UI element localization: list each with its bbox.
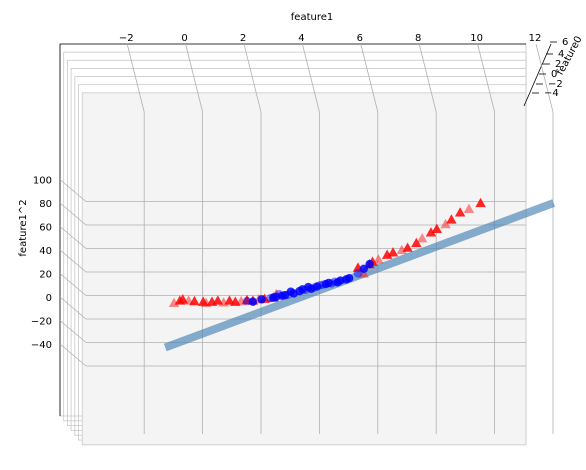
z-tick-label: 2 [555, 59, 561, 70]
data-point-triangle [189, 295, 200, 306]
data-point-circle [298, 285, 307, 294]
z-tick-label: −2 [548, 79, 563, 90]
z-tick-label: 0 [551, 69, 557, 80]
data-point-circle [257, 295, 266, 304]
y-grid-line [59, 320, 87, 343]
x-tick-label: 4 [298, 33, 304, 44]
data-point-circle [309, 283, 319, 292]
x-grid-line [418, 43, 437, 113]
data-point-triangle [387, 247, 399, 257]
axis-pane [81, 92, 527, 446]
x-grid-line [243, 43, 262, 113]
x-tick-label: 6 [357, 33, 363, 44]
data-point-circle [318, 280, 328, 289]
y-tick-label: 60 [39, 223, 52, 234]
x-grid-line [126, 43, 145, 113]
x-tick-label: 12 [529, 33, 542, 44]
data-point-circle [345, 274, 354, 283]
x-grid-line [477, 43, 495, 113]
decision-plane-band [163, 199, 555, 352]
y-grid-line [59, 226, 87, 249]
x-grid-line [185, 43, 203, 113]
data-point-circle [359, 264, 368, 273]
x-grid-line [535, 43, 554, 113]
data-point-triangle [177, 294, 188, 304]
data-point-triangle [168, 297, 180, 308]
y-tick-label: 100 [33, 176, 52, 187]
data-point-triangle [402, 242, 413, 252]
data-point-circle [248, 297, 258, 306]
data-point-triangle [463, 203, 475, 214]
y-tick-label: 80 [39, 199, 52, 210]
data-point-circle [327, 279, 336, 288]
data-point-circle [333, 278, 342, 287]
data-point-triangle [417, 233, 428, 243]
y-grid-line [59, 202, 87, 226]
x-tick-label: 0 [181, 33, 187, 44]
y-tick-label: 0 [46, 293, 52, 304]
data-point-triangle [475, 197, 486, 208]
data-point-circle [324, 278, 333, 288]
x-grid-line [360, 43, 379, 113]
y-grid-line [59, 249, 87, 273]
data-point-triangle [212, 295, 223, 305]
y-grid-line [59, 179, 87, 202]
z-tick-label: 6 [562, 37, 568, 48]
decision-plane [163, 199, 555, 352]
y-tick-label: −20 [31, 317, 52, 328]
data-points [168, 197, 486, 308]
data-point-circle [280, 291, 290, 300]
data-point-triangle [425, 227, 437, 237]
axis-panes [59, 43, 552, 446]
x-tick-label: 8 [415, 33, 421, 44]
y-axis-label: feature1^2 [18, 199, 29, 256]
y-grid-line [59, 273, 87, 296]
data-point-circle [353, 269, 363, 278]
data-point-triangle [431, 223, 442, 234]
x-grid-line [302, 43, 320, 113]
z-tick-label: 4 [558, 49, 564, 60]
y-grid-line [59, 296, 87, 320]
y-tick-label: 40 [39, 246, 52, 257]
data-point-triangle [198, 296, 209, 306]
x-axis-label: feature1 [291, 12, 333, 23]
data-point-triangle [446, 214, 457, 224]
data-point-triangle [440, 218, 451, 229]
y-tick-label: 20 [39, 270, 52, 281]
data-point-triangle [411, 237, 422, 248]
data-point-triangle [230, 296, 241, 306]
x-tick-label: −2 [119, 33, 134, 44]
data-point-triangle [396, 244, 407, 255]
data-point-circle [269, 293, 278, 302]
x-tick-label: 10 [470, 33, 483, 44]
z-tick-label: −4 [544, 88, 559, 99]
data-point-circle [365, 259, 374, 269]
grid-lines [59, 43, 554, 434]
x-tick-label: 2 [240, 33, 246, 44]
y-tick-label: −40 [31, 340, 52, 351]
data-point-triangle [454, 207, 466, 217]
data-point-triangle [373, 254, 384, 264]
y-grid-line [59, 343, 87, 367]
data-point-triangle [381, 249, 393, 259]
data-point-circle [312, 282, 322, 291]
